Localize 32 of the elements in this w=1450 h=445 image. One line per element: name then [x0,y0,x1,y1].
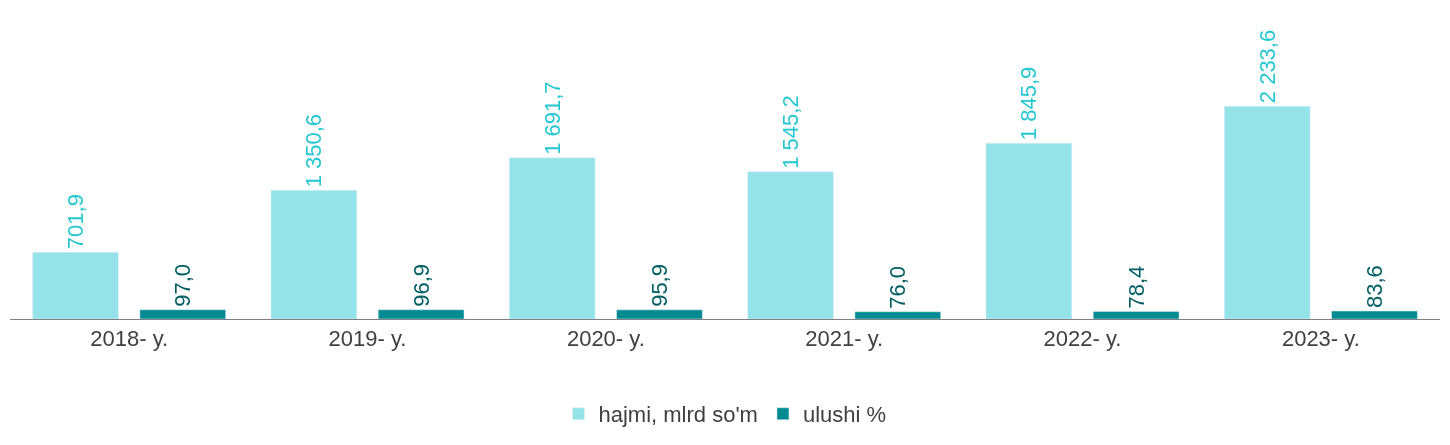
x-tick-label: 2021- y. [805,326,884,352]
data-label: 78,4 [1123,265,1149,309]
data-label: 97,0 [170,263,196,307]
bar [1092,311,1180,319]
bar [32,251,119,319]
legend-label: ulushi % [802,402,887,428]
data-label: 1 845,9 [1016,66,1042,141]
x-tick-label: 2020- y. [566,326,645,352]
data-label: 1 691,7 [539,81,565,155]
data-label: 701,9 [63,194,89,250]
x-tick-label: 2023- y. [1281,326,1360,352]
data-label: 95,9 [646,264,672,307]
bar [616,309,703,319]
bar [854,311,941,319]
bar [1331,310,1418,319]
data-label: 76,0 [885,265,911,309]
data-label: 1 350,6 [301,113,327,188]
x-tick-label: 2018- y. [90,326,169,352]
bar [509,157,596,319]
data-label: 2 233,6 [1254,29,1280,104]
data-label: 96,9 [408,263,434,307]
x-tick-label: 2019- y. [328,326,407,352]
bar [139,309,226,319]
data-label: 83,6 [1361,265,1387,309]
bar [747,171,834,319]
bar [270,190,358,319]
legend-label: hajmi, mlrd so'm [598,402,758,428]
bar [1224,105,1311,319]
bar [985,142,1073,319]
bar [377,309,465,319]
data-label: 1 545,2 [778,95,804,169]
x-tick-label: 2022- y. [1043,326,1122,352]
